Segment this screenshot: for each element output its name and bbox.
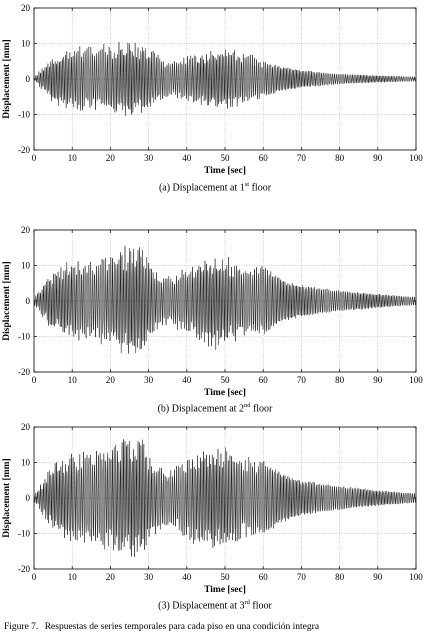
- chart-panel-2: 0 10 20 30 40 50 60 70 80 90 100 -20 -10 0 10 20 Time [s…: [0, 222, 430, 422]
- x-tick-label: 50: [221, 375, 231, 385]
- chart-2-caption: (b) Displacement at 2nd floor: [0, 402, 430, 414]
- x-tick-label: 70: [297, 153, 307, 163]
- x-tick-label: 60: [259, 375, 269, 385]
- chart-2-caption-suffix: floor: [250, 403, 273, 415]
- y-tick-label: 10: [21, 458, 31, 468]
- x-tick-label: 50: [221, 572, 231, 582]
- y-tick-label: 0: [26, 493, 31, 503]
- y-axis-label: Displacement [mm]: [2, 458, 12, 537]
- series-line: [33, 42, 417, 116]
- y-axis-label: Displacement [mm]: [2, 261, 12, 340]
- x-tick-label: 30: [144, 153, 154, 163]
- chart-3: 0 10 20 30 40 50 60 70 80 90 100 -20 -10 0 10 20 Time [s…: [2, 422, 423, 595]
- chart-1-caption: (a) Displacement at 1st floor: [0, 181, 430, 193]
- x-tick-label: 70: [297, 572, 307, 582]
- x-tick-label: 70: [297, 375, 307, 385]
- series-line: [33, 245, 417, 354]
- x-tick-label: 60: [259, 153, 269, 163]
- x-tick-label: 20: [106, 375, 116, 385]
- y-tick-label: -10: [18, 110, 30, 120]
- chart-2-caption-prefix: (b) Displacement at 2: [157, 403, 244, 415]
- chart-1-caption-prefix: (a) Displacement at 1: [158, 182, 245, 194]
- y-tick-label: -20: [18, 145, 30, 155]
- x-tick-label: 0: [32, 375, 37, 385]
- x-tick-label: 30: [144, 572, 154, 582]
- x-tick-label: 60: [259, 572, 269, 582]
- series-line: [33, 439, 417, 557]
- figure-text: Respuestas de series temporales para cad…: [44, 622, 320, 632]
- x-tick-label: 90: [373, 572, 383, 582]
- figure-caption: Figure 7. Respuestas de series temporale…: [4, 622, 319, 632]
- x-axis-label: Time [sec]: [204, 388, 246, 398]
- x-tick-label: 10: [68, 572, 78, 582]
- x-tick-label: 10: [68, 375, 78, 385]
- chart-1-caption-sup: st: [244, 181, 250, 188]
- y-tick-label: -20: [18, 564, 30, 574]
- x-axis-label: Time [sec]: [204, 166, 246, 176]
- x-tick-label: 30: [144, 375, 154, 385]
- y-tick-label: 10: [21, 261, 31, 271]
- x-axis-label: Time [sec]: [204, 585, 246, 595]
- y-tick-label: -20: [18, 367, 30, 377]
- chart-3-caption-sup: rd: [244, 599, 250, 606]
- chart-1-caption-suffix: floor: [249, 182, 272, 194]
- y-tick-label: -10: [18, 529, 30, 539]
- chart-2-caption-sup: nd: [243, 402, 251, 409]
- chart-2: 0 10 20 30 40 50 60 70 80 90 100 -20 -10 0 10 20 Time [s…: [2, 225, 423, 398]
- y-tick-label: 20: [21, 3, 31, 13]
- chart-panel-1: 0 10 20 30 40 50 60 70 80 90 100 -20 -10 0 10 20 Time [s…: [0, 0, 430, 200]
- y-tick-label: 10: [21, 39, 31, 49]
- x-tick-label: 40: [182, 375, 192, 385]
- x-tick-label: 10: [68, 153, 78, 163]
- x-tick-label: 80: [335, 153, 345, 163]
- chart-1: 0 10 20 30 40 50 60 70 80 90 100 -20 -10 0 10 20 Time [s…: [2, 3, 423, 176]
- y-axis-label: Displacement [mm]: [2, 39, 12, 118]
- chart-3-caption-prefix: (3) Displacement at 3: [158, 600, 245, 612]
- x-tick-label: 40: [182, 572, 192, 582]
- x-tick-label: 90: [373, 375, 383, 385]
- chart-3-caption: (3) Displacement at 3rd floor: [0, 599, 430, 611]
- figure-label: Figure 7.: [4, 622, 39, 632]
- chart-panel-3: 0 10 20 30 40 50 60 70 80 90 100 -20 -10 0 10 20 Time [s…: [0, 419, 430, 619]
- x-tick-label: 100: [409, 572, 423, 582]
- x-tick-label: 40: [182, 153, 192, 163]
- x-tick-label: 50: [221, 153, 231, 163]
- x-tick-label: 100: [409, 153, 423, 163]
- y-tick-label: 20: [21, 422, 31, 432]
- x-tick-label: 90: [373, 153, 383, 163]
- x-tick-label: 20: [106, 572, 116, 582]
- x-tick-label: 100: [409, 375, 423, 385]
- x-tick-label: 80: [335, 572, 345, 582]
- y-tick-label: 0: [26, 74, 31, 84]
- x-tick-label: 80: [335, 375, 345, 385]
- x-tick-label: 0: [32, 153, 37, 163]
- chart-3-caption-suffix: floor: [249, 600, 272, 612]
- y-tick-label: 0: [26, 296, 31, 306]
- x-tick-label: 20: [106, 153, 116, 163]
- x-tick-label: 0: [32, 572, 37, 582]
- y-tick-label: 20: [21, 225, 31, 235]
- y-tick-label: -10: [18, 332, 30, 342]
